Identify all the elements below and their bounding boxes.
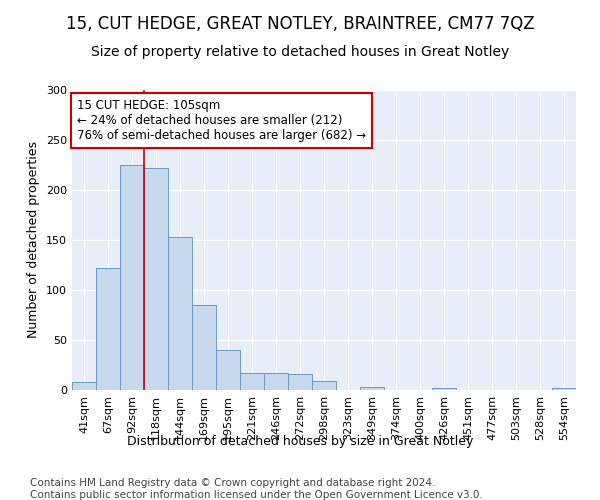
- Bar: [168, 237, 192, 390]
- Bar: [264, 373, 288, 390]
- Bar: [144, 168, 168, 390]
- Bar: [96, 268, 120, 390]
- Bar: [312, 381, 336, 390]
- Text: 15 CUT HEDGE: 105sqm
← 24% of detached houses are smaller (212)
76% of semi-deta: 15 CUT HEDGE: 105sqm ← 24% of detached h…: [77, 99, 366, 142]
- Text: 15, CUT HEDGE, GREAT NOTLEY, BRAINTREE, CM77 7QZ: 15, CUT HEDGE, GREAT NOTLEY, BRAINTREE, …: [65, 15, 535, 33]
- Bar: [432, 388, 456, 390]
- Y-axis label: Number of detached properties: Number of detached properties: [28, 142, 40, 338]
- Text: Distribution of detached houses by size in Great Notley: Distribution of detached houses by size …: [127, 435, 473, 448]
- Bar: [360, 387, 384, 390]
- Bar: [192, 305, 216, 390]
- Text: Contains HM Land Registry data © Crown copyright and database right 2024.
Contai: Contains HM Land Registry data © Crown c…: [30, 478, 483, 500]
- Bar: [216, 350, 240, 390]
- Bar: [288, 374, 312, 390]
- Bar: [72, 382, 96, 390]
- Bar: [120, 165, 144, 390]
- Bar: [552, 388, 576, 390]
- Text: Size of property relative to detached houses in Great Notley: Size of property relative to detached ho…: [91, 45, 509, 59]
- Bar: [240, 373, 264, 390]
